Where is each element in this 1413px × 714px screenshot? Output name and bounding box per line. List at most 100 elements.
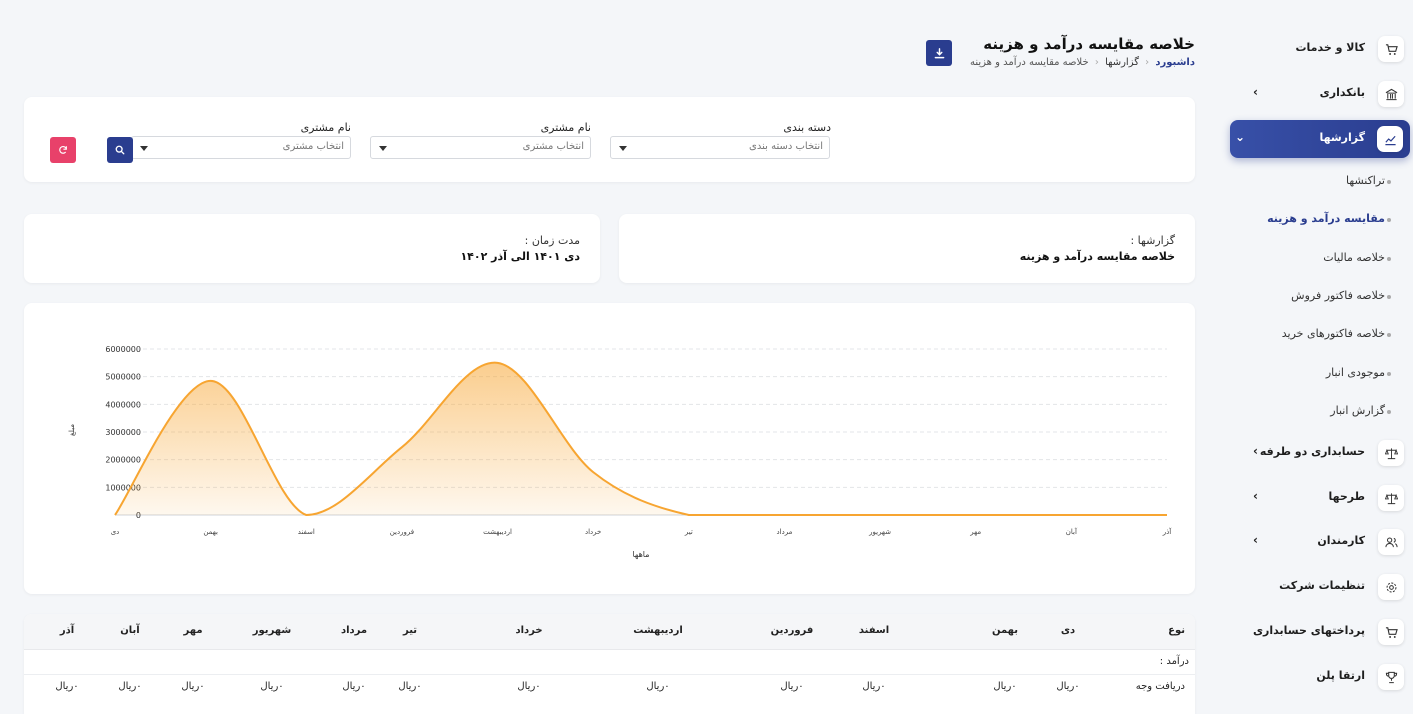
sidebar-item-label: کارمندان [1317,534,1365,547]
table-cell: ۰ریال [118,681,142,692]
customer-label: نام مشتری [540,121,591,134]
bullet-icon [1387,333,1391,337]
customer-placeholder: انتخاب مشتری [522,141,584,152]
sidebar-item-double-entry[interactable]: حسابداری دو طرفه ‹ [1225,434,1413,472]
x-axis-label: ماهها [632,550,649,559]
x-tick-label: مرداد [777,528,793,536]
sidebar-item-upgrade-plan[interactable]: ارتقا پلن [1225,658,1413,696]
x-tick-label: خرداد [585,528,601,536]
sidebar-item-products[interactable]: کالا و خدمات [1225,30,1413,68]
table-cell: ۰ریال [646,681,670,692]
x-tick-label: آبان [1066,527,1078,536]
income-expense-chart: 0 1000000 2000000 3000000 4000000 5000000 6000… [68,345,1172,559]
y-axis-ticks: 0 1000000 2000000 3000000 4000000 5000000 6000… [105,345,141,520]
sidebar-item-label: کالا و خدمات [1295,41,1366,54]
bullet-icon [1387,218,1391,222]
sidebar-item-company-settings[interactable]: تنظیمات شرکت [1225,568,1413,606]
y-tick-label: 0 [136,511,141,520]
table-header-cell: نوع [1168,625,1185,636]
sidebar-subitem-purchase-invoices[interactable]: خلاصه فاکتورهای خرید [1282,327,1391,340]
customer-label-2: نام مشتری [300,121,351,134]
table-header-cell: خرداد [515,625,543,636]
category-placeholder: انتخاب دسته بندی [749,141,823,152]
y-tick-label: 2000000 [105,456,141,465]
y-tick-label: 6000000 [105,345,141,354]
sidebar-subitem-sales-invoice[interactable]: خلاصه فاکتور فروش [1291,289,1391,302]
caret-down-icon [619,146,627,151]
table-cell: ۰ریال [862,681,886,692]
report-label: گزارشها : [1130,234,1175,247]
sidebar-item-accounting-payments[interactable]: پرداختهای حسابداری [1225,613,1413,651]
table-header: نوع دی بهمن اسفند فروردین اردیبهشت خرداد تیر مرد… [24,614,1195,650]
sidebar-subitem-income-expense[interactable]: مقایسه درآمد و هزینه [1267,212,1391,225]
report-value: خلاصه مقایسه درآمد و هزینه [1019,250,1175,263]
table-cell: دریافت وجه [1135,681,1185,692]
y-tick-label: 5000000 [105,373,141,382]
customer-select[interactable]: انتخاب مشتری [370,136,591,159]
sidebar-item-banking[interactable]: بانکداری ‹ [1225,75,1413,113]
y-tick-label: 1000000 [105,483,141,492]
chevron-left-icon: ‹ [1253,489,1258,503]
sidebar-subitem-tax[interactable]: خلاصه مالیات [1323,251,1391,264]
chevron-left-icon: ‹ [1253,85,1258,99]
breadcrumb: داشبورد ‹ گزارشها ‹ خلاصه مقایسه درآمد و… [970,57,1195,68]
table-cell: ۰ریال [55,681,79,692]
report-info-card: گزارشها : خلاصه مقایسه درآمد و هزینه [619,214,1195,283]
table-body: دریافت وجه ۰ریال ۰ریال ۰ریال ۰ریال ۰ریال ۰ریال… [24,675,1195,705]
breadcrumb-separator-icon: ‹ [1094,57,1099,68]
reset-button[interactable] [50,137,76,163]
breadcrumb-reports[interactable]: گزارشها [1105,57,1139,68]
x-tick-label: مهر [969,528,981,536]
chevron-left-icon: ‹ [1253,444,1258,458]
table-cell: ۰ریال [517,681,541,692]
sidebar-item-plans[interactable]: طرحها ‹ [1225,479,1413,517]
sidebar-item-label: گزارشها [1319,131,1365,144]
cart-icon [1378,36,1404,62]
table-cell: ۰ریال [780,681,804,692]
table-header-cell: شهریور [252,625,292,636]
users-icon [1378,529,1404,555]
sidebar-subitem-transactions[interactable]: تراکنشها [1346,174,1391,187]
bullet-icon [1387,180,1391,184]
table-divider [24,649,1195,650]
sidebar-item-reports[interactable]: گزارشها ⌄ [1230,120,1410,158]
sidebar-subitem-label: تراکنشها [1346,174,1385,187]
table-cell: ۰ریال [342,681,366,692]
sidebar-subitem-inventory[interactable]: موجودی انبار [1325,366,1391,379]
download-icon [934,47,944,58]
page-title: خلاصه مقایسه درآمد و هزینه [983,35,1195,53]
search-icon [115,145,125,155]
sidebar-item-label: پرداختهای حسابداری [1252,624,1365,637]
table-cell: ۰ریال [181,681,205,692]
sidebar-subitem-label: موجودی انبار [1325,366,1385,379]
y-tick-label: 3000000 [105,428,141,437]
sidebar-item-label: بانکداری [1319,86,1365,99]
table-header-cell: اسفند [858,625,890,636]
search-button[interactable] [107,137,133,163]
sidebar-item-employees[interactable]: کارمندان ‹ [1225,523,1413,561]
gear-icon [1378,574,1404,600]
bullet-icon [1387,257,1391,261]
table-divider [24,674,1195,675]
category-label: دسته بندی [783,121,831,134]
bullet-icon [1387,295,1391,299]
chevron-left-icon: ‹ [1253,533,1258,547]
table-header-cell: فروردین [770,625,814,636]
x-tick-label: شهریور [868,528,891,536]
category-select[interactable]: انتخاب دسته بندی [610,136,830,159]
table-header-cell: آبان [120,625,140,636]
sidebar-subitem-warehouse-report[interactable]: گزارش انبار [1330,404,1391,417]
download-button[interactable] [926,40,952,66]
caret-down-icon [140,146,148,151]
bank-icon [1378,81,1404,107]
sidebar-subitem-label: مقایسه درآمد و هزینه [1267,212,1385,225]
table-cell: ۰ریال [993,681,1017,692]
breadcrumb-dashboard[interactable]: داشبورد [1155,57,1195,68]
table-cell: ۰ریال [260,681,284,692]
x-tick-label: بهمن [203,528,218,536]
customer-select-2[interactable]: انتخاب مشتری [131,136,351,159]
table-header-cell: مرداد [340,625,368,636]
x-tick-label: اردیبهشت [483,528,512,536]
cart-icon [1378,619,1404,645]
sidebar-subitem-label: گزارش انبار [1330,404,1385,417]
